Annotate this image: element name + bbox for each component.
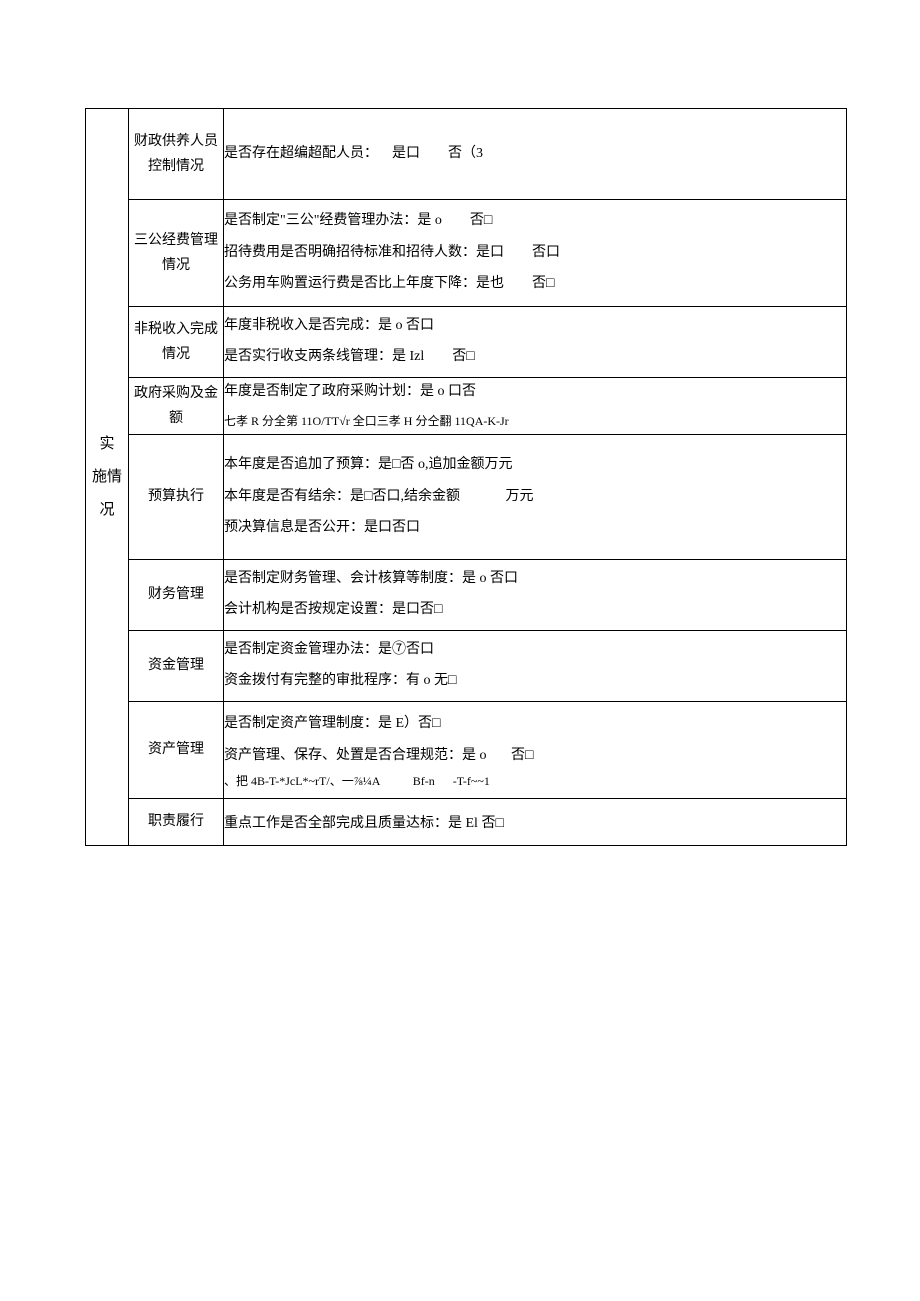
content-line: 本年度是否追加了预算：是□否 o,追加金额万元 xyxy=(224,452,846,479)
document-page: 实施情况财政供养人员控制情况是否存在超编超配人员： 是口 否（3 三公经费管理情… xyxy=(0,0,920,1301)
subcategory-cell: 职责履行 xyxy=(129,799,224,846)
subcategory-label: 职责履行 xyxy=(148,814,204,829)
content-cell: 是否制定财务管理、会计核算等制度：是 o 否口 会计机构是否按规定设置：是口否□ xyxy=(224,560,847,631)
content-cell: 是否制定资金管理办法：是⑦否口 资金拨付有完整的审批程序：有 o 无□ xyxy=(224,631,847,702)
subcategory-label: 财政供养人员控制情况 xyxy=(134,134,218,174)
content-cell: 是否制定"三公"经费管理办法：是 o 否□ 招待费用是否明确招待标准和招待人数：… xyxy=(224,200,847,307)
content-line: 年度是否制定了政府采购计划：是 o 口否 xyxy=(224,379,846,406)
content-line: 七孝 R 分全第 11O/TT√r 全口三孝 H 分仝翻 11QA-K-Jr xyxy=(224,410,846,433)
subcategory-label: 非税收入完成情况 xyxy=(134,322,218,362)
table-row: 非税收入完成情况年度非税收入是否完成：是 o 否口 是否实行收支两条线管理：是 … xyxy=(86,307,847,378)
subcategory-label: 三公经费管理情况 xyxy=(134,233,218,273)
subcategory-cell: 财政供养人员控制情况 xyxy=(129,109,224,200)
content-line: 是否存在超编超配人员： 是口 否（3 xyxy=(224,141,846,168)
category-char: 实 xyxy=(86,428,128,461)
subcategory-cell: 财务管理 xyxy=(129,560,224,631)
content-line: 预决算信息是否公开：是口否口 xyxy=(224,515,846,542)
content-line: 是否制定"三公"经费管理办法：是 o 否□ xyxy=(224,208,846,235)
subcategory-label: 政府采购及金额 xyxy=(134,386,218,426)
table-row: 预算执行 本年度是否追加了预算：是□否 o,追加金额万元 本年度是否有结余：是□否… xyxy=(86,435,847,560)
category-cell: 实施情况 xyxy=(86,109,129,846)
content-line: 是否制定资产管理制度：是 E）否□ xyxy=(224,711,846,738)
subcategory-label: 财务管理 xyxy=(148,587,204,602)
table-row: 三公经费管理情况是否制定"三公"经费管理办法：是 o 否□ 招待费用是否明确招待… xyxy=(86,200,847,307)
table-row: 财务管理 是否制定财务管理、会计核算等制度：是 o 否口 会计机构是否按规定设置：… xyxy=(86,560,847,631)
content-cell: 是否制定资产管理制度：是 E）否□ 资产管理、保存、处置是否合理规范：是 o 否… xyxy=(224,702,847,799)
category-char: 施情 xyxy=(86,461,128,494)
subcategory-cell: 非税收入完成情况 xyxy=(129,307,224,378)
content-line: 公务用车购置运行费是否比上年度下降：是也 否□ xyxy=(224,271,846,298)
content-cell: 本年度是否追加了预算：是□否 o,追加金额万元 本年度是否有结余：是□否口,结余… xyxy=(224,435,847,560)
subcategory-cell: 政府采购及金额 xyxy=(129,378,224,435)
subcategory-cell: 资金管理 xyxy=(129,631,224,702)
content-line: 是否制定财务管理、会计核算等制度：是 o 否口 xyxy=(224,566,846,593)
content-line: 资金拨付有完整的审批程序：有 o 无□ xyxy=(224,668,846,695)
content-line: 本年度是否有结余：是□否口,结余金额 万元 xyxy=(224,484,846,511)
category-char: 况 xyxy=(86,494,128,527)
subcategory-cell: 三公经费管理情况 xyxy=(129,200,224,307)
content-line: 资产管理、保存、处置是否合理规范：是 o 否□ xyxy=(224,743,846,770)
subcategory-label: 资产管理 xyxy=(148,742,204,757)
table-row: 职责履行 重点工作是否全部完成且质量达标：是 El 否□ xyxy=(86,799,847,846)
subcategory-cell: 资产管理 xyxy=(129,702,224,799)
subcategory-cell: 预算执行 xyxy=(129,435,224,560)
content-line: 是否实行收支两条线管理：是 Izl 否□ xyxy=(224,344,846,371)
content-line: 会计机构是否按规定设置：是口否□ xyxy=(224,597,846,624)
form-table: 实施情况财政供养人员控制情况是否存在超编超配人员： 是口 否（3 三公经费管理情… xyxy=(85,108,847,846)
content-cell: 年度是否制定了政府采购计划：是 o 口否 七孝 R 分全第 11O/TT√r 全… xyxy=(224,378,847,435)
subcategory-label: 资金管理 xyxy=(148,658,204,673)
content-line: 招待费用是否明确招待标准和招待人数：是口 否口 xyxy=(224,240,846,267)
content-line: 重点工作是否全部完成且质量达标：是 El 否□ xyxy=(224,811,846,838)
content-line: 是否制定资金管理办法：是⑦否口 xyxy=(224,637,846,664)
table-row: 资金管理 是否制定资金管理办法：是⑦否口 资金拨付有完整的审批程序：有 o 无□ xyxy=(86,631,847,702)
content-cell: 重点工作是否全部完成且质量达标：是 El 否□ xyxy=(224,799,847,846)
subcategory-label: 预算执行 xyxy=(148,489,204,504)
content-line: 年度非税收入是否完成：是 o 否口 xyxy=(224,313,846,340)
content-line: 、把 4B-T-*JcL*~rT/、一⅞¼A Bf-n -T-f~~1 xyxy=(224,774,846,788)
table-row: 政府采购及金额年度是否制定了政府采购计划：是 o 口否 七孝 R 分全第 11O… xyxy=(86,378,847,435)
table-row: 资产管理 是否制定资产管理制度：是 E）否□ 资产管理、保存、处置是否合理规范：是… xyxy=(86,702,847,799)
content-cell: 是否存在超编超配人员： 是口 否（3 xyxy=(224,109,847,200)
content-cell: 年度非税收入是否完成：是 o 否口 是否实行收支两条线管理：是 Izl 否□ xyxy=(224,307,847,378)
table-row: 实施情况财政供养人员控制情况是否存在超编超配人员： 是口 否（3 xyxy=(86,109,847,200)
